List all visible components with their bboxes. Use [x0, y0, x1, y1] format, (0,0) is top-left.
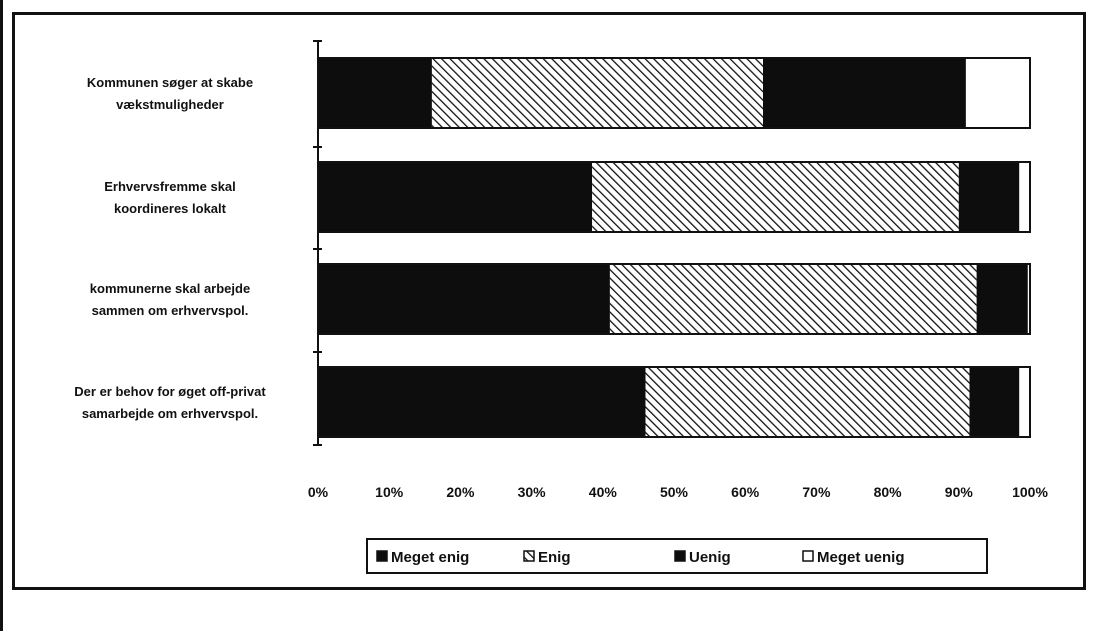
x-tick-label: 80% — [874, 484, 903, 500]
bar-segment-meget-enig-4 — [318, 367, 646, 437]
bar-segment-meget-uenig-3 — [1027, 264, 1030, 334]
legend-swatch-enig — [523, 550, 535, 562]
stacked-bar-chart: Kommunen søger at skabe vækstmuligheder Er… — [74, 40, 1049, 574]
bar-segment-meget-uenig-2 — [1019, 162, 1030, 232]
legend-label-uenig: Uenig — [689, 549, 731, 566]
category-label-2: Erhvervsfremme skal koordineres lokalt — [104, 179, 236, 216]
x-tick-label: 10% — [375, 484, 404, 500]
category-labels: Kommunen søger at skabe vækstmuligheder Er… — [74, 75, 266, 421]
bars-layer — [317, 57, 1031, 438]
legend-swatch-uenig — [674, 550, 686, 562]
category-label-line: sammen om erhvervspol. — [92, 303, 249, 318]
x-tick-label: 70% — [802, 484, 831, 500]
bar-segment-meget-uenig-1 — [965, 58, 1030, 128]
bar-segment-enig-4 — [645, 367, 970, 437]
bar-segment-enig-2 — [592, 162, 959, 232]
bar-segment-meget-enig-1 — [318, 58, 432, 128]
bar-segment-uenig-4 — [969, 367, 1020, 437]
x-tick-label: 0% — [308, 484, 329, 500]
x-tick-label: 30% — [518, 484, 547, 500]
category-label-3: kommunerne skal arbejde sammen om erhverv… — [90, 281, 250, 318]
bar-segment-meget-enig-2 — [318, 162, 593, 232]
x-tick-label: 20% — [446, 484, 475, 500]
x-tick-label: 60% — [731, 484, 760, 500]
legend: Meget enig Enig Uenig Meget uenig — [366, 538, 988, 574]
category-label-line: Erhvervsfremme skal — [104, 179, 236, 194]
bar-segment-enig-3 — [609, 264, 977, 334]
category-label-line: Kommunen søger at skabe — [87, 75, 253, 90]
chart-container: Kommunen søger at skabe vækstmuligheder Er… — [12, 12, 1086, 590]
bar-segment-uenig-2 — [958, 162, 1020, 232]
x-tick-label: 100% — [1012, 484, 1048, 500]
category-label-line: Der er behov for øget off-privat — [74, 384, 266, 399]
y-axis — [313, 40, 322, 446]
bar-segment-uenig-3 — [976, 264, 1028, 334]
x-tick-label: 90% — [945, 484, 974, 500]
bar-segment-enig-1 — [431, 58, 763, 128]
category-label-1: Kommunen søger at skabe vækstmuligheder — [87, 75, 253, 112]
legend-swatch-meget-uenig — [802, 550, 814, 562]
legend-label-enig: Enig — [538, 549, 571, 566]
category-label-line: kommunerne skal arbejde — [90, 281, 250, 296]
category-label-line: vækstmuligheder — [116, 97, 224, 112]
category-label-line: koordineres lokalt — [114, 201, 227, 216]
x-tick-label: 50% — [660, 484, 689, 500]
bar-segment-meget-uenig-4 — [1019, 367, 1030, 437]
legend-label-meget-enig: Meget enig — [391, 549, 469, 566]
category-label-line: samarbejde om erhvervspol. — [82, 406, 258, 421]
x-axis-ticks: 0% 10% 20% 30% 40% 50% 60% 70% 80% 90% 100% — [308, 484, 1049, 500]
legend-swatch-meget-enig — [376, 550, 388, 562]
category-label-4: Der er behov for øget off-privat samarbej… — [74, 384, 266, 421]
bar-segment-meget-enig-3 — [318, 264, 610, 334]
x-tick-label: 40% — [589, 484, 618, 500]
bar-segment-uenig-1 — [763, 58, 966, 128]
legend-label-meget-uenig: Meget uenig — [817, 549, 905, 566]
